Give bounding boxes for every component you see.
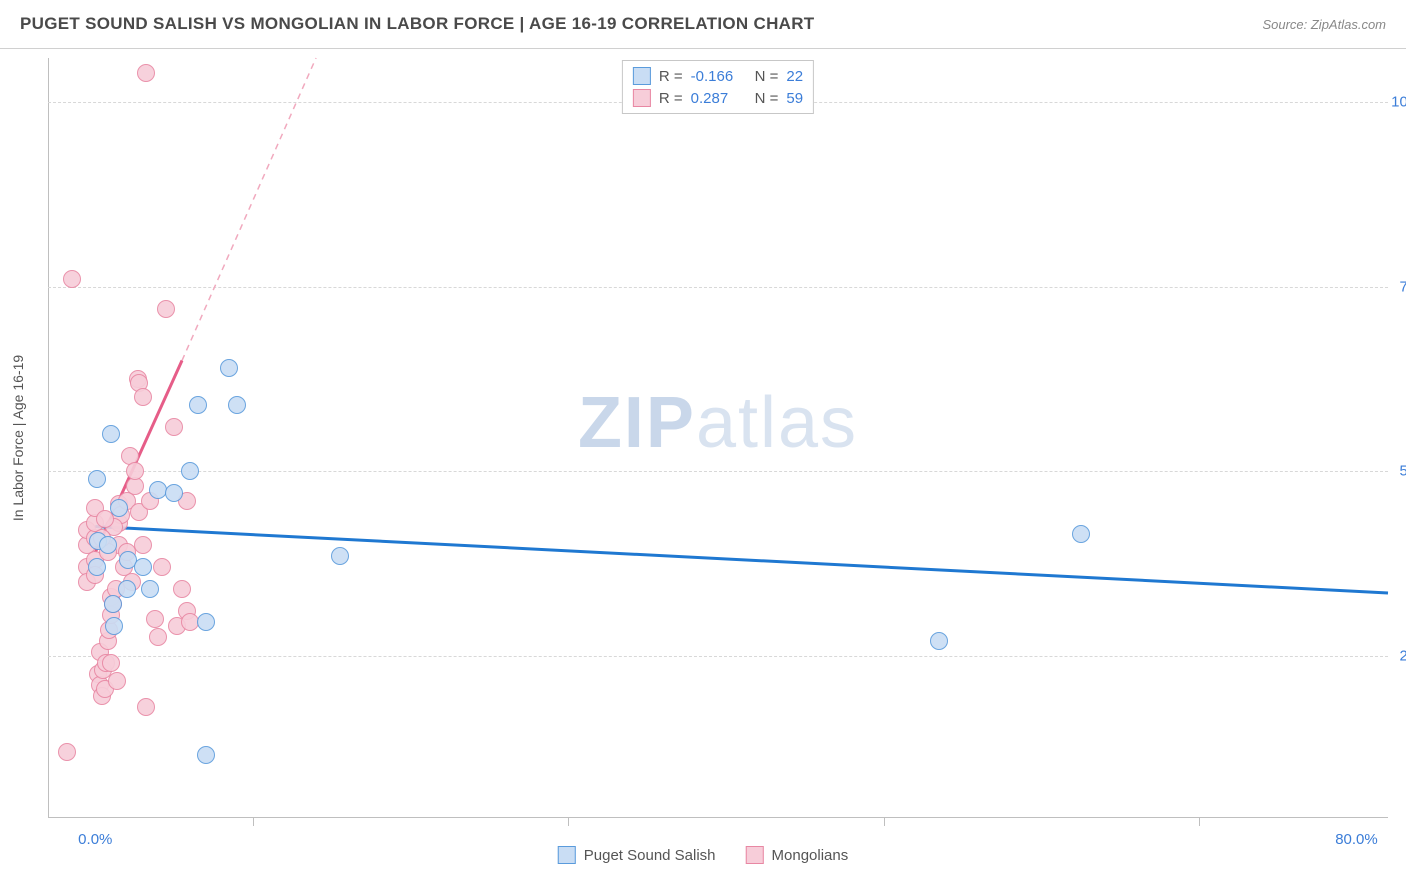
chart-header: PUGET SOUND SALISH VS MONGOLIAN IN LABOR…	[0, 0, 1406, 49]
data-point	[930, 632, 948, 650]
legend-label: Puget Sound Salish	[584, 847, 716, 864]
y-tick-label: 75.0%	[1399, 278, 1406, 295]
data-point	[102, 654, 120, 672]
data-point	[63, 270, 81, 288]
y-tick-label: 50.0%	[1399, 463, 1406, 480]
data-point	[153, 558, 171, 576]
legend-label: Mongolians	[772, 847, 849, 864]
y-axis	[48, 58, 49, 818]
legend-item: Mongolians	[746, 846, 849, 864]
legend-item: Puget Sound Salish	[558, 846, 716, 864]
y-tick-label: 100.0%	[1391, 94, 1406, 111]
data-point	[197, 746, 215, 764]
data-point	[165, 418, 183, 436]
data-point	[118, 580, 136, 598]
data-point	[165, 484, 183, 502]
legend-r-label: R =	[659, 68, 683, 85]
data-point	[173, 580, 191, 598]
chart-area: ZIPatlas In Labor Force | Age 16-19 25.0…	[48, 58, 1388, 818]
legend-swatch	[558, 846, 576, 864]
legend-swatch	[633, 67, 651, 85]
legend-correlation: R = -0.166 N = 22 R = 0.287 N = 59	[622, 60, 814, 114]
data-point	[141, 580, 159, 598]
data-point	[108, 672, 126, 690]
data-point	[1072, 525, 1090, 543]
data-point	[126, 462, 144, 480]
data-point	[58, 743, 76, 761]
regression-line	[95, 527, 1388, 593]
regression-lines	[48, 58, 1388, 818]
watermark: ZIPatlas	[578, 382, 858, 464]
x-tick-label: 80.0%	[1335, 831, 1378, 848]
data-point	[157, 300, 175, 318]
legend-r-value: -0.166	[691, 68, 747, 85]
legend-r-value: 0.287	[691, 90, 747, 107]
data-point	[146, 610, 164, 628]
legend-n-value: 22	[786, 68, 803, 85]
data-point	[102, 425, 120, 443]
gridline	[48, 287, 1388, 288]
data-point	[104, 595, 122, 613]
legend-n-value: 59	[786, 90, 803, 107]
legend-row: R = -0.166 N = 22	[633, 65, 803, 87]
legend-row: R = 0.287 N = 59	[633, 87, 803, 109]
data-point	[134, 536, 152, 554]
data-point	[220, 359, 238, 377]
watermark-bold: ZIP	[578, 383, 696, 463]
x-tick	[1199, 818, 1200, 826]
x-axis	[48, 817, 1388, 818]
data-point	[181, 462, 199, 480]
data-point	[88, 470, 106, 488]
data-point	[189, 396, 207, 414]
x-tick-label: 0.0%	[78, 831, 112, 848]
data-point	[228, 396, 246, 414]
data-point	[134, 558, 152, 576]
legend-series: Puget Sound Salish Mongolians	[558, 830, 848, 880]
gridline	[48, 471, 1388, 472]
legend-swatch	[746, 846, 764, 864]
data-point	[149, 628, 167, 646]
legend-swatch	[633, 89, 651, 107]
x-tick	[253, 818, 254, 826]
chart-title: PUGET SOUND SALISH VS MONGOLIAN IN LABOR…	[20, 14, 815, 34]
chart-source: Source: ZipAtlas.com	[1262, 17, 1386, 32]
gridline	[48, 656, 1388, 657]
y-axis-label: In Labor Force | Age 16-19	[10, 355, 26, 521]
data-point	[197, 613, 215, 631]
y-tick-label: 25.0%	[1399, 647, 1406, 664]
data-point	[331, 547, 349, 565]
x-tick	[568, 818, 569, 826]
watermark-light: atlas	[696, 383, 858, 463]
data-point	[137, 64, 155, 82]
regression-line	[182, 58, 316, 361]
data-point	[99, 536, 117, 554]
legend-n-label: N =	[755, 68, 779, 85]
legend-n-label: N =	[755, 90, 779, 107]
x-tick	[884, 818, 885, 826]
data-point	[137, 698, 155, 716]
data-point	[105, 617, 123, 635]
data-point	[110, 499, 128, 517]
data-point	[134, 388, 152, 406]
data-point	[88, 558, 106, 576]
legend-r-label: R =	[659, 90, 683, 107]
